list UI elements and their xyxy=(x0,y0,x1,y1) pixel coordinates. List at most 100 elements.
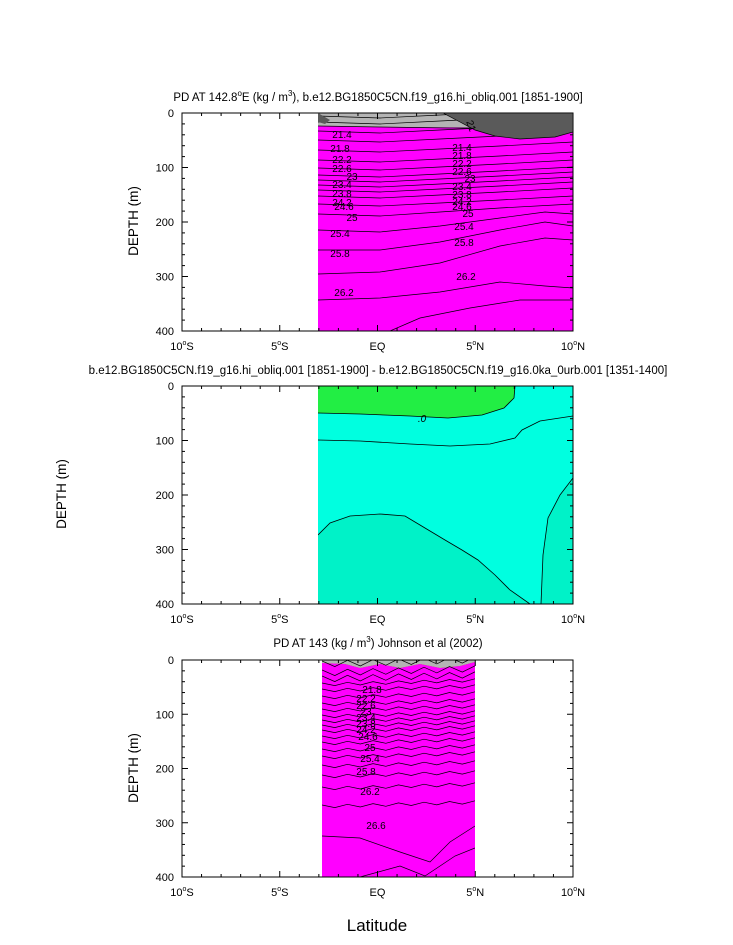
x-tick-label: EQ xyxy=(370,887,386,899)
panel1-contour-line xyxy=(389,299,573,331)
y-tick-label: 300 xyxy=(156,545,174,557)
y-tick-label: 200 xyxy=(156,490,174,502)
panel1-contour-line xyxy=(318,159,573,171)
panel1-contour-label: 23 xyxy=(464,174,476,185)
panel2-ylabel: DEPTH (m) xyxy=(54,459,69,529)
y-tick-label: 300 xyxy=(156,818,174,830)
panel1-contour-label: 22.2 xyxy=(332,155,352,166)
panel1-contour-line xyxy=(318,171,573,183)
panel1-cap-dark-left xyxy=(318,113,330,124)
x-tick-label: EQ xyxy=(370,341,386,353)
panel3-contour-label: 23.8 xyxy=(356,719,376,730)
panel3-contour-line xyxy=(322,671,475,682)
panel1-contour-label: 23.8 xyxy=(332,189,352,200)
panel1-contour-label: 22.2 xyxy=(452,159,472,170)
y-tick-label: 200 xyxy=(156,764,174,776)
panel1-contour-label: 26.2 xyxy=(334,288,354,299)
x-tick-label: 10oN xyxy=(561,613,585,626)
panel3-contour-line xyxy=(322,704,475,712)
panel2-line-c xyxy=(318,513,531,604)
panel1-contour-label: 23 xyxy=(346,172,358,183)
panel2-contour-label: .0 xyxy=(418,414,427,425)
panel2: b.e12.BG1850C5CN.f19_g16.hi_obliq.001 [1… xyxy=(54,365,667,626)
panel3-contour-line xyxy=(322,744,475,752)
panel1-contour-line xyxy=(318,176,573,188)
panel2-band-c2 xyxy=(318,514,530,604)
panel1-contour-label: 21.4 xyxy=(452,143,472,154)
panel1-ticks: 0 100 200 300 400 10oS 5oS EQ 5oN 10oN xyxy=(156,108,585,353)
panel1-cap-dark xyxy=(442,113,573,140)
panel1-field xyxy=(318,113,573,331)
panel1-contour-line xyxy=(318,113,488,119)
panel1-contour-label: 24.6 xyxy=(452,202,472,213)
y-tick-label: 300 xyxy=(156,272,174,284)
panel1-contour-label: 25.8 xyxy=(454,238,474,249)
x-tick-label: 5oS xyxy=(271,613,288,626)
panel1-contour-label: 22.6 xyxy=(452,167,472,178)
x-tick-label: 10oN xyxy=(561,340,585,353)
panel3-band-c1 xyxy=(322,662,475,877)
panel1-contour-line xyxy=(318,166,573,178)
panel1-title: PD AT 142.8oE (kg / m3), b.e12.BG1850C5C… xyxy=(173,89,582,104)
panel3-contour-line xyxy=(322,825,475,863)
panel3-contour-label: 25 xyxy=(364,743,376,754)
y-tick-label: 400 xyxy=(156,326,174,338)
panel3-contour-line xyxy=(322,720,475,728)
y-tick-label: 0 xyxy=(168,655,174,667)
panel1-contour-line xyxy=(318,211,573,233)
panel3-contour-label: 24.6 xyxy=(358,732,378,743)
panel1-contour-line xyxy=(318,68,573,78)
panel1-contour-label: 23.8 xyxy=(452,190,472,201)
panel1-contour-label: 25.8 xyxy=(330,249,350,260)
x-tick-label: 5oS xyxy=(271,340,288,353)
panel3-contour-line xyxy=(322,731,475,739)
y-tick-label: 100 xyxy=(156,163,174,175)
panel3-contour-line xyxy=(359,847,475,877)
panel3-contour-line xyxy=(322,660,470,667)
panel1-contour-line xyxy=(318,195,573,207)
panel1-contour-label: 21.8 xyxy=(330,144,350,155)
panel1-ylabel: DEPTH (m) xyxy=(126,186,141,256)
panel3-contour-label: 22.6 xyxy=(356,701,376,712)
panel1-contour-line xyxy=(318,78,573,88)
panel1-contour-label: 21.8 xyxy=(452,151,472,162)
panel1-contour-line xyxy=(318,237,573,275)
panel3-ylabel: DEPTH (m) xyxy=(126,733,141,803)
panel1-contour-label: 24.6 xyxy=(334,202,354,213)
panel3-contour-line xyxy=(322,698,475,706)
panel1-contours xyxy=(318,68,573,331)
x-tick-label: 5oN xyxy=(466,340,484,353)
panel3-contour-line xyxy=(322,760,475,768)
y-tick-label: 0 xyxy=(168,381,174,393)
panel1-contour-label: 22.6 xyxy=(332,164,352,175)
panel1-contour-line xyxy=(318,141,573,153)
panel3-contour-line xyxy=(322,737,475,745)
panel3-contour-label: 23.4 xyxy=(356,713,376,724)
panel3: PD AT 143 (kg / m3) Johnson et al (2002)… xyxy=(126,635,585,899)
panel3-contour-line xyxy=(322,800,475,808)
panel2-band-c0 xyxy=(318,386,515,418)
panel3-contour-line xyxy=(322,710,475,718)
panel3-contour-label: 22.2 xyxy=(356,694,376,705)
panel3-contour-line xyxy=(322,715,475,723)
panel3-title: PD AT 143 (kg / m3) Johnson et al (2002) xyxy=(273,635,482,650)
x-tick-label: 10oN xyxy=(561,886,585,899)
panel1-contour-label: 24.2 xyxy=(452,197,472,208)
panel1-contour-label: 25 xyxy=(462,209,474,220)
panel1-contour-label: 25 xyxy=(346,213,358,224)
panel3-contour-line xyxy=(322,684,475,692)
panel1-contour-label: 25.4 xyxy=(454,222,474,233)
panel1-contour-label: 21.4 xyxy=(332,130,352,141)
y-tick-label: 400 xyxy=(156,872,174,884)
panel1-contour-label: 23.4 xyxy=(332,180,352,191)
x-tick-label: 10oS xyxy=(170,613,194,626)
panel3-contour-line xyxy=(322,770,475,778)
panel1-contour-label: 25.4 xyxy=(330,229,350,240)
panel3-contour-line xyxy=(322,678,475,686)
x-axis-label: Latitude xyxy=(347,916,408,935)
panel3-contour-line xyxy=(322,691,475,699)
y-tick-label: 0 xyxy=(168,108,174,120)
panel3-contour-line xyxy=(322,751,475,759)
x-tick-label: EQ xyxy=(370,614,386,626)
